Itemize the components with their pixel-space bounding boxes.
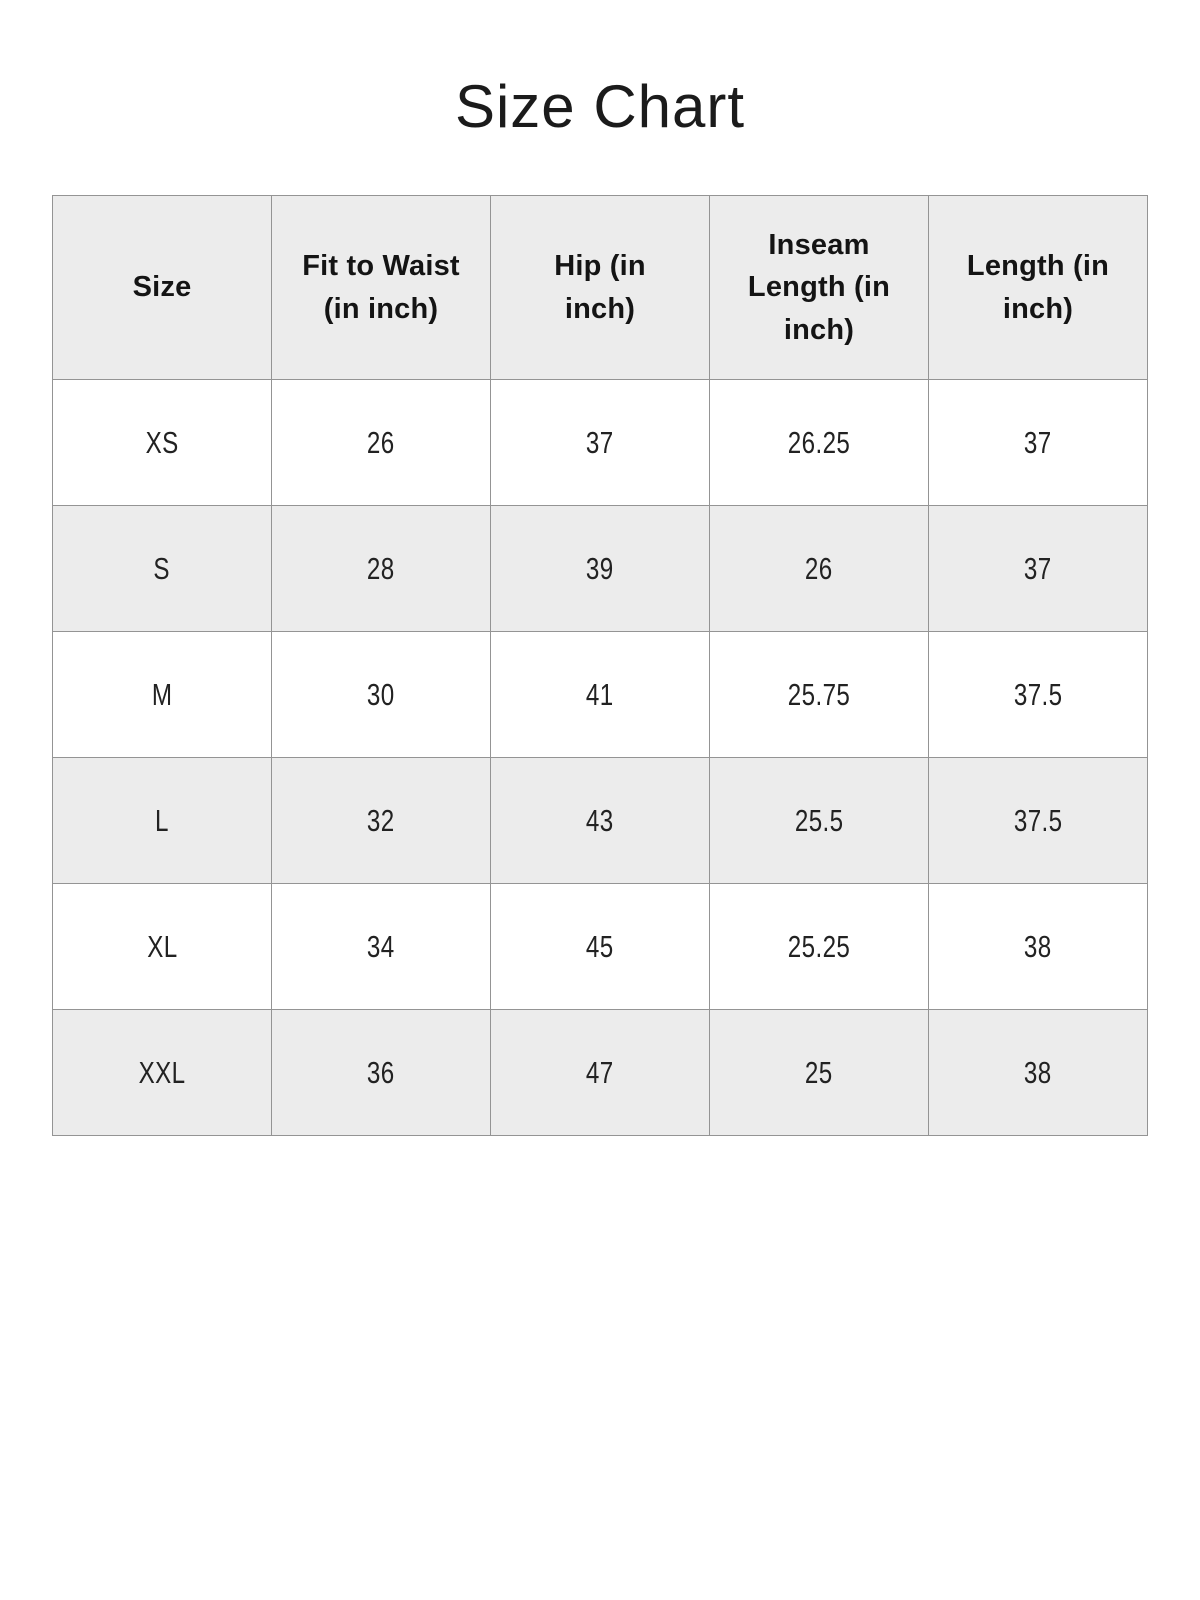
size-label: XS — [145, 424, 179, 460]
cell-inseam: 26.25 — [709, 379, 929, 506]
size-label: L — [155, 802, 169, 838]
waist-value: 34 — [367, 928, 395, 964]
cell-waist: 36 — [271, 1009, 491, 1136]
table-row-xl: XL 34 45 25.25 38 — [52, 883, 1148, 1010]
cell-hip: 37 — [490, 379, 710, 506]
column-header-inseam-length: Inseam Length (in inch) — [709, 195, 929, 380]
cell-hip: 41 — [490, 631, 710, 758]
cell-inseam: 25.5 — [709, 757, 929, 884]
cell-length: 37 — [928, 505, 1148, 632]
inseam-value: 26 — [805, 550, 833, 586]
table-row-s: S 28 39 26 37 — [52, 505, 1148, 632]
column-header-fit-to-waist: Fit to Waist (in inch) — [271, 195, 491, 380]
table-row-xs: XS 26 37 26.25 37 — [52, 379, 1148, 506]
page-title: Size Chart — [454, 73, 746, 140]
table-row-xxl: XXL 36 47 25 38 — [52, 1009, 1148, 1136]
size-chart-table: Size Fit to Waist (in inch) Hip (in inch… — [52, 195, 1148, 1136]
column-header-size: Size — [52, 195, 272, 380]
cell-inseam: 25.25 — [709, 883, 929, 1010]
cell-waist: 32 — [271, 757, 491, 884]
size-label: S — [153, 550, 171, 586]
cell-hip: 47 — [490, 1009, 710, 1136]
cell-size: XXL — [52, 1009, 272, 1136]
cell-size: S — [52, 505, 272, 632]
waist-value: 32 — [367, 802, 395, 838]
waist-value: 26 — [367, 424, 395, 460]
cell-waist: 34 — [271, 883, 491, 1010]
column-header-hip: Hip (in inch) — [490, 195, 710, 380]
cell-hip: 45 — [490, 883, 710, 1010]
inseam-value: 26.25 — [787, 424, 851, 460]
length-value: 37.5 — [1013, 802, 1063, 838]
hip-value: 47 — [586, 1054, 614, 1090]
column-header-length: Length (in inch) — [928, 195, 1148, 380]
cell-size: M — [52, 631, 272, 758]
inseam-value: 25.5 — [794, 802, 844, 838]
cell-waist: 26 — [271, 379, 491, 506]
cell-inseam: 26 — [709, 505, 929, 632]
cell-waist: 28 — [271, 505, 491, 632]
length-value: 38 — [1024, 928, 1052, 964]
cell-size: XS — [52, 379, 272, 506]
cell-hip: 39 — [490, 505, 710, 632]
size-label: XL — [146, 928, 178, 964]
inseam-value: 25.25 — [787, 928, 851, 964]
table-row-l: L 32 43 25.5 37.5 — [52, 757, 1148, 884]
size-label: XXL — [138, 1054, 186, 1090]
cell-waist: 30 — [271, 631, 491, 758]
length-value: 37.5 — [1013, 676, 1063, 712]
hip-value: 45 — [586, 928, 614, 964]
length-value: 37 — [1024, 550, 1052, 586]
waist-value: 36 — [367, 1054, 395, 1090]
waist-value: 30 — [367, 676, 395, 712]
hip-value: 43 — [586, 802, 614, 838]
cell-size: L — [52, 757, 272, 884]
cell-length: 37 — [928, 379, 1148, 506]
cell-inseam: 25 — [709, 1009, 929, 1136]
table-header: Size Fit to Waist (in inch) Hip (in inch… — [52, 195, 1148, 380]
length-value: 37 — [1024, 424, 1052, 460]
cell-length: 38 — [928, 883, 1148, 1010]
header-row: Size Fit to Waist (in inch) Hip (in inch… — [52, 195, 1148, 380]
table-body: XS 26 37 26.25 37 S 28 39 26 37 M 30 41 … — [52, 379, 1148, 1136]
hip-value: 39 — [586, 550, 614, 586]
hip-value: 41 — [586, 676, 614, 712]
cell-length: 37.5 — [928, 757, 1148, 884]
hip-value: 37 — [586, 424, 614, 460]
inseam-value: 25 — [805, 1054, 833, 1090]
inseam-value: 25.75 — [787, 676, 851, 712]
size-label: M — [151, 676, 173, 712]
cell-length: 37.5 — [928, 631, 1148, 758]
cell-hip: 43 — [490, 757, 710, 884]
length-value: 38 — [1024, 1054, 1052, 1090]
table-row-m: M 30 41 25.75 37.5 — [52, 631, 1148, 758]
cell-size: XL — [52, 883, 272, 1010]
cell-length: 38 — [928, 1009, 1148, 1136]
waist-value: 28 — [367, 550, 395, 586]
cell-inseam: 25.75 — [709, 631, 929, 758]
